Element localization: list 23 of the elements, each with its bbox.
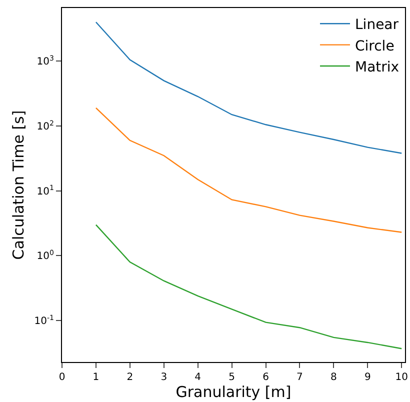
x-tick-label: 6	[262, 372, 269, 383]
x-axis-title: Granularity [m]	[176, 383, 292, 401]
line-series	[95, 224, 402, 350]
x-tick-label: 7	[296, 372, 303, 383]
y-tick-label: 10$^{2}$	[36, 119, 54, 133]
x-tick-label: 3	[160, 372, 168, 383]
x-tick-label: 5	[228, 372, 235, 383]
x-tick-label: 2	[126, 372, 134, 383]
legend-label: Circle	[355, 38, 394, 54]
x-tick-label: 1	[92, 372, 100, 383]
x-tick-label: 10	[395, 372, 408, 383]
legend-label: Matrix	[355, 59, 400, 76]
y-tick-label: 10$^{-1}$	[34, 314, 54, 328]
x-tick-label: 9	[364, 372, 371, 383]
x-tick-label: 4	[194, 372, 202, 383]
x-tick-label: 8	[330, 372, 337, 383]
y-tick-label: 10$^{1}$	[36, 184, 54, 198]
legend-label: Linear	[355, 17, 399, 34]
y-axis-title: Calculation Time [s]	[10, 110, 28, 260]
line-series	[95, 107, 402, 233]
x-tick-label: 0	[58, 372, 66, 383]
y-tick-label: 10$^{3}$	[36, 54, 54, 68]
y-tick-label: 10$^{0}$	[36, 249, 54, 262]
